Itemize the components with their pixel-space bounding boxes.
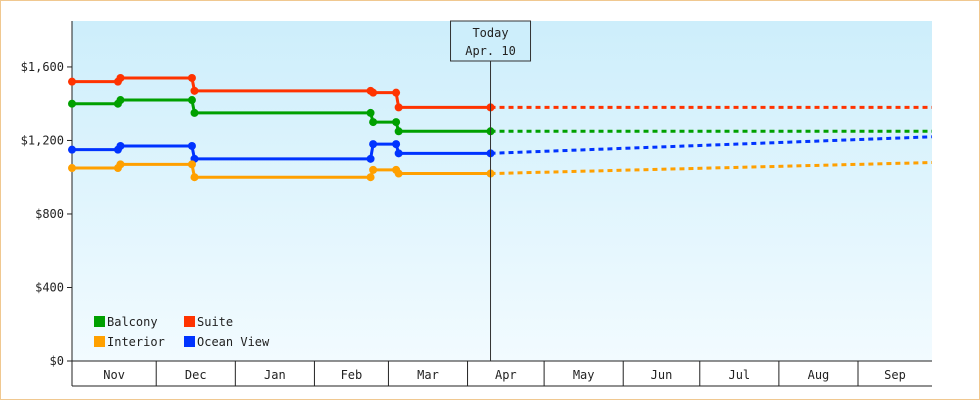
legend-swatch-ocean-view xyxy=(184,336,195,347)
y-tick-label: $400 xyxy=(35,280,64,294)
data-point-interior xyxy=(190,173,199,182)
x-tick-label: Jul xyxy=(728,368,750,382)
data-point-interior xyxy=(369,165,378,174)
data-point-suite xyxy=(394,103,403,112)
y-tick-label: $0 xyxy=(50,354,64,368)
y-tick-label: $1,200 xyxy=(21,133,64,147)
x-tick-label: Jun xyxy=(651,368,673,382)
x-tick-label: Sep xyxy=(884,368,906,382)
data-point-interior xyxy=(68,164,76,173)
data-point-suite xyxy=(190,86,199,95)
series-forecast-ocean-view xyxy=(490,135,933,155)
x-tick-label: Feb xyxy=(341,368,363,382)
x-tick-label: Jan xyxy=(264,368,286,382)
plot-area xyxy=(72,21,932,361)
today-callout xyxy=(450,20,532,62)
series-forecast-interior xyxy=(490,161,933,176)
legend-swatch-balcony xyxy=(94,316,105,327)
data-point-interior xyxy=(366,173,375,182)
data-point-balcony xyxy=(369,118,378,127)
y-tick-label: $1,600 xyxy=(21,60,64,74)
data-point-ocean-view xyxy=(68,145,76,154)
data-point-suite xyxy=(392,88,401,97)
data-point-balcony xyxy=(366,108,375,117)
data-point-ocean-view xyxy=(369,140,378,149)
legend-swatch-suite xyxy=(184,316,195,327)
data-point-interior xyxy=(187,160,196,169)
data-point-balcony xyxy=(116,96,125,105)
legend-swatch-interior xyxy=(94,336,105,347)
x-tick-label: Mar xyxy=(417,368,439,382)
y-tick-label: $800 xyxy=(35,207,64,221)
data-point-balcony xyxy=(394,127,403,136)
data-point-balcony xyxy=(190,108,199,117)
data-point-ocean-view xyxy=(394,149,403,158)
data-point-ocean-view xyxy=(366,154,375,163)
data-point-ocean-view xyxy=(116,141,125,150)
data-point-suite xyxy=(68,77,76,86)
data-point-suite xyxy=(369,88,378,97)
x-tick-label: Dec xyxy=(185,368,207,382)
data-point-interior xyxy=(116,160,125,169)
data-point-balcony xyxy=(68,99,76,108)
legend-label-suite: Suite xyxy=(197,315,233,329)
data-point-balcony xyxy=(392,118,401,127)
legend-label-balcony: Balcony xyxy=(107,315,158,329)
data-point-interior xyxy=(394,169,403,178)
legend-label-ocean-view: Ocean View xyxy=(197,335,270,349)
data-point-suite xyxy=(187,73,196,82)
x-tick-label: Nov xyxy=(103,368,125,382)
x-tick-label: May xyxy=(573,368,595,382)
x-tick-label: Apr xyxy=(495,368,517,382)
data-point-ocean-view xyxy=(392,140,401,149)
today-date-label: Apr. 10 xyxy=(465,44,516,58)
x-tick-label: Aug xyxy=(808,368,830,382)
data-point-suite xyxy=(116,73,125,82)
today-label: Today xyxy=(472,26,508,40)
legend-label-interior: Interior xyxy=(107,335,165,349)
data-point-ocean-view xyxy=(187,141,196,150)
data-point-balcony xyxy=(187,96,196,105)
